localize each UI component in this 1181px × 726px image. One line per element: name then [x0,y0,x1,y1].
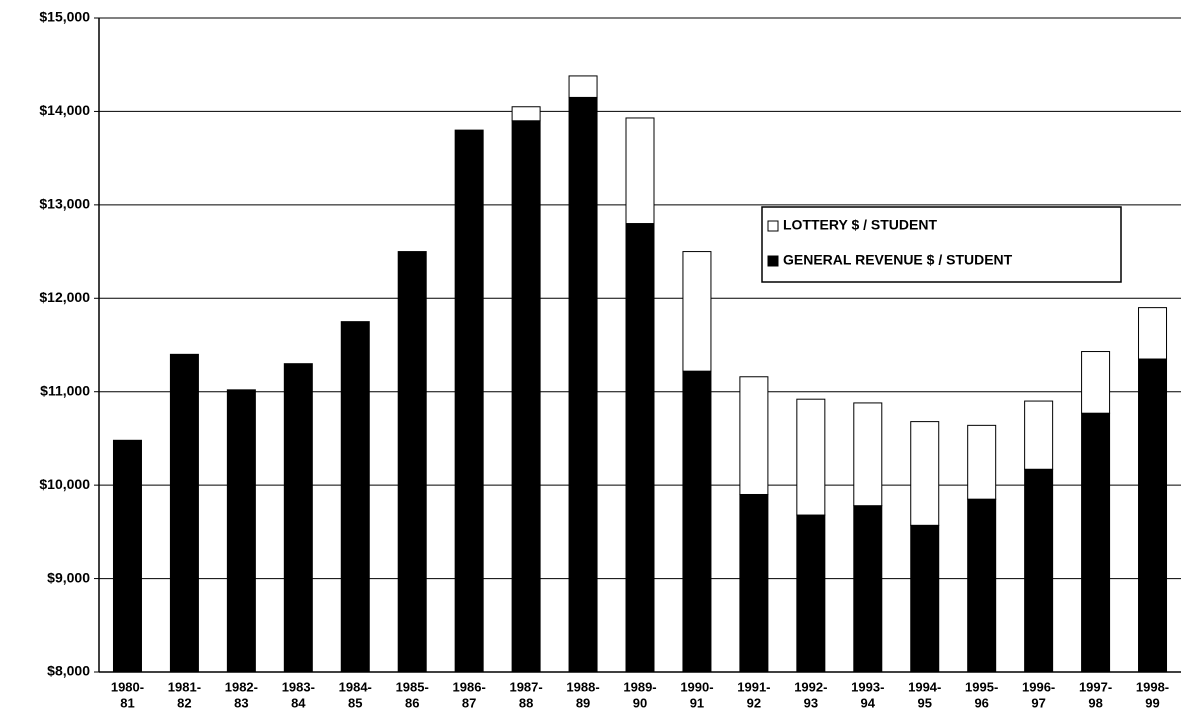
bar-segment [511,120,541,673]
bar-segment [910,421,940,526]
x-tick-label: 97 [1031,695,1045,710]
x-tick-label: 1989- [623,679,656,694]
x-tick-label: 1988- [566,679,599,694]
x-tick-label: 96 [974,695,988,710]
legend-swatch [767,220,779,232]
bar-segment [112,439,142,673]
x-tick-label: 1982- [225,679,258,694]
x-tick-label: 1981- [168,679,201,694]
bar-segment [511,106,541,122]
x-tick-label: 98 [1088,695,1102,710]
bar-segment [796,514,826,673]
bar-segment [796,398,826,516]
legend-label: GENERAL REVENUE $ / STUDENT [783,252,1013,268]
y-tick-label: $10,000 [39,476,90,492]
bar-segment [625,117,655,225]
legend-label: LOTTERY $ / STUDENT [783,217,937,233]
x-tick-label: 1985- [396,679,429,694]
x-tick-label: 1993- [851,679,884,694]
bar-segment [1024,468,1054,673]
bar-segment [283,363,313,673]
x-tick-label: 1994- [908,679,941,694]
x-tick-label: 1990- [680,679,713,694]
bar-segment [967,424,997,500]
y-tick-label: $13,000 [39,196,90,212]
x-tick-label: 86 [405,695,419,710]
bar-segment [1138,358,1168,673]
x-tick-label: 1998- [1136,679,1169,694]
bar-segment [853,505,883,673]
x-tick-label: 85 [348,695,362,710]
y-tick-label: $9,000 [47,569,90,585]
x-tick-label: 1980- [111,679,144,694]
x-tick-label: 1996- [1022,679,1055,694]
x-tick-label: 87 [462,695,476,710]
bar-segment [340,321,370,673]
legend-box [761,206,1122,283]
bar-segment [568,75,598,98]
y-tick-label: $14,000 [39,102,90,118]
x-tick-label: 83 [234,695,248,710]
bar-segment [169,353,199,673]
x-tick-label: 90 [633,695,647,710]
x-tick-label: 88 [519,695,533,710]
bar-segment [853,402,883,507]
x-tick-label: 1983- [282,679,315,694]
x-tick-label: 84 [291,695,306,710]
bar-segment [910,524,940,673]
x-tick-label: 94 [861,695,876,710]
x-tick-label: 93 [804,695,818,710]
bar-segment [739,376,769,495]
bar-segment [1081,412,1111,673]
x-tick-label: 92 [747,695,761,710]
bar-segment [625,223,655,673]
bar-segment [1081,351,1111,414]
bar-segment [682,370,712,673]
x-tick-label: 82 [177,695,191,710]
y-tick-label: $11,000 [40,382,90,398]
x-tick-label: 1984- [339,679,372,694]
bar-segment [568,96,598,673]
x-tick-label: 81 [120,695,134,710]
y-tick-label: $15,000 [39,9,90,25]
legend-swatch [767,255,779,267]
bar-segment [454,129,484,673]
x-tick-label: 1997- [1079,679,1112,694]
x-tick-label: 91 [690,695,704,710]
x-tick-label: 1986- [453,679,486,694]
x-tick-label: 1987- [509,679,542,694]
x-tick-label: 99 [1145,695,1159,710]
x-tick-label: 1995- [965,679,998,694]
bar-segment [739,493,769,673]
bar-segment [1024,400,1054,470]
x-tick-label: 95 [918,695,932,710]
x-tick-label: 1991- [737,679,770,694]
x-tick-label: 89 [576,695,590,710]
x-tick-label: 1992- [794,679,827,694]
bar-segment [226,389,256,673]
bar-segment [682,251,712,372]
bar-segment [397,251,427,673]
y-tick-label: $12,000 [39,289,90,305]
bar-segment [1138,307,1168,360]
bar-segment [967,498,997,673]
y-tick-label: $8,000 [47,663,90,679]
